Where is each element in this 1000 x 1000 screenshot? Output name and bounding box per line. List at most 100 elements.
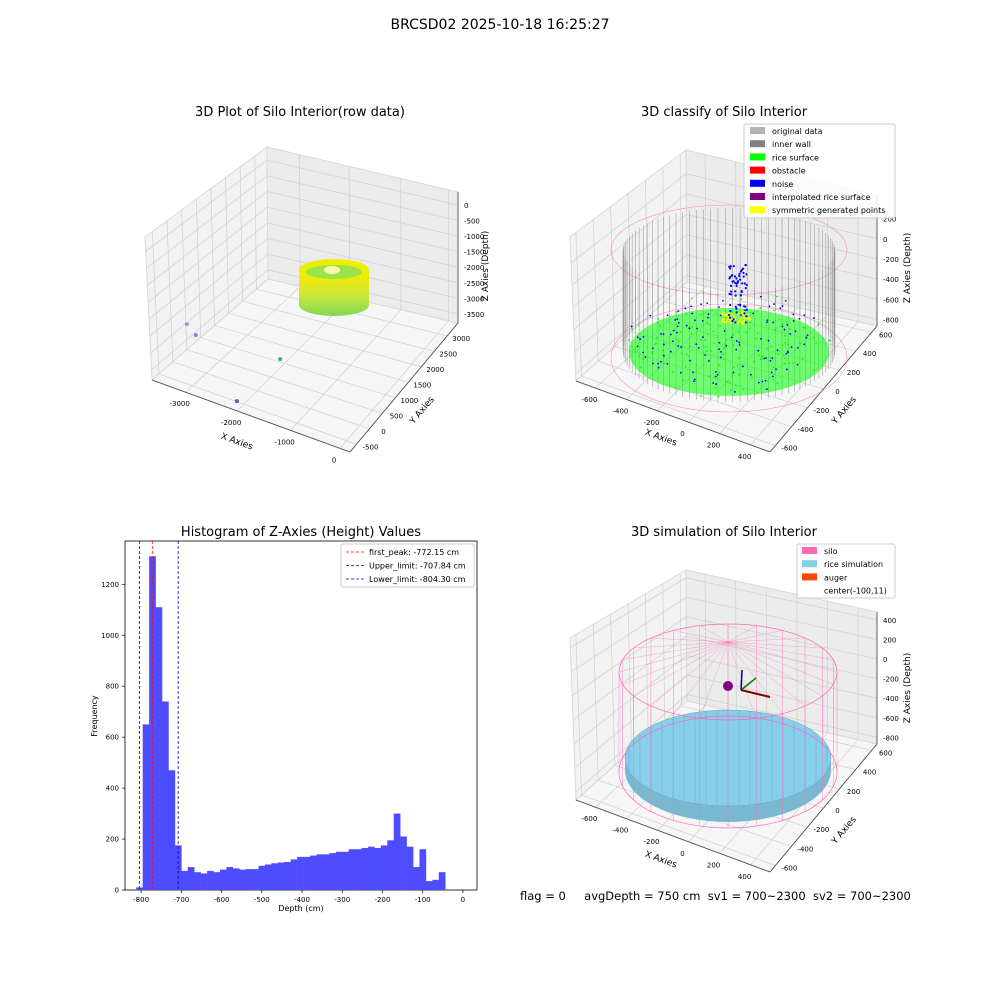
- scatter-point: [785, 368, 788, 371]
- grid-line: [704, 154, 707, 287]
- scatter-point: [788, 362, 791, 365]
- histogram-y-ticks: 0 200 400 600 800 1000 1200: [101, 581, 125, 895]
- scatter-point: [663, 355, 665, 357]
- noise-point: [729, 303, 732, 307]
- symmetric-point: [725, 321, 728, 324]
- z-tick-label: 400: [883, 617, 896, 625]
- grid-line: [592, 219, 599, 362]
- scatter-point: [760, 337, 763, 340]
- noise-point: [734, 321, 737, 324]
- raw-x-label: X Axies: [219, 432, 254, 453]
- histogram-bar: [284, 861, 292, 890]
- simulation-y-label: Y Axies: [830, 815, 859, 847]
- noise-point: [734, 294, 737, 297]
- scatter-point: [789, 332, 792, 335]
- scatter-point: [708, 375, 711, 378]
- histogram-bar: [162, 701, 169, 890]
- legend-label: symmetric generated points: [772, 206, 885, 215]
- noise-point: [743, 312, 746, 315]
- x-tick-label: -200: [644, 419, 660, 427]
- x-tick-label: -500: [254, 896, 270, 904]
- scatter-point: [782, 354, 785, 357]
- silo-roof-line: [650, 641, 729, 707]
- scatter-point: [657, 366, 660, 369]
- auger-z-arrow: [740, 669, 743, 691]
- symmetric-point: [721, 320, 724, 324]
- scatter-point: [649, 314, 652, 317]
- scatter-point: [796, 347, 799, 349]
- scatter-point: [750, 376, 753, 379]
- scatter-point: [731, 372, 734, 375]
- scatter-point: [651, 352, 653, 355]
- scatter-point: [766, 347, 769, 349]
- noise-point: [728, 277, 731, 280]
- y-tick-label: -400: [797, 426, 813, 434]
- scatter-point: [792, 313, 795, 316]
- scatter-point: [730, 336, 733, 339]
- silo-roof-line: [727, 641, 806, 707]
- scatter-point: [630, 325, 633, 328]
- scatter-point: [704, 354, 706, 356]
- classify-y-ticks: -600 -400 -200 0 200 400 600: [781, 331, 892, 452]
- grid-line: [267, 191, 459, 237]
- scatter-point: [812, 369, 815, 372]
- scatter-point: [720, 350, 722, 353]
- noise-point: [744, 286, 747, 290]
- status-flag: flag = 0: [520, 889, 566, 903]
- histogram-bar: [413, 867, 420, 890]
- histogram-bar: [335, 851, 343, 890]
- classify-x-axis-line: [575, 380, 771, 453]
- scatter-point: [677, 310, 680, 313]
- noise-point: [732, 318, 735, 321]
- legend-label: rice surface: [772, 153, 819, 162]
- grid-line: [200, 337, 396, 399]
- grid-line: [181, 209, 188, 350]
- scatter-point: [773, 303, 775, 305]
- silo-top-ring: [610, 204, 848, 296]
- grid-line: [267, 159, 459, 206]
- scatter-point: [688, 345, 691, 348]
- histogram-y-label: Frequency: [90, 695, 99, 737]
- noise-point: [745, 273, 748, 276]
- scatter-point: [644, 356, 647, 359]
- scatter-point: [636, 336, 639, 339]
- histogram-bar: [194, 872, 201, 890]
- legend-swatch: [750, 127, 765, 134]
- scatter-point: [796, 363, 799, 366]
- grid-line: [592, 624, 599, 781]
- legend-label: auger: [824, 573, 848, 582]
- legend-swatch: [750, 193, 765, 200]
- histogram-bar: [406, 846, 414, 890]
- scatter-point: [776, 349, 779, 352]
- histogram-bar: [419, 849, 427, 890]
- histogram-legend-box: [340, 543, 475, 588]
- grid-line: [610, 206, 616, 347]
- scatter-point: [744, 309, 746, 312]
- scatter-point: [715, 370, 717, 373]
- noise-point: [742, 305, 746, 308]
- grid-line: [627, 193, 632, 332]
- scatter-point: [817, 323, 819, 326]
- y-tick-label: 2000: [426, 366, 444, 374]
- scatter-point: [749, 321, 752, 324]
- classify-x-ticks: -600 -400 -200 0 200 400: [581, 396, 751, 461]
- grid-line: [225, 177, 229, 314]
- x-tick-label: -400: [612, 407, 628, 415]
- y-tick-label: 0: [835, 807, 839, 815]
- scatter-point: [718, 371, 721, 374]
- scatter-point: [724, 345, 726, 348]
- y-tick-label: 600: [106, 734, 119, 742]
- scatter-point: [784, 341, 787, 344]
- histogram-bar: [277, 862, 285, 890]
- scatter-point: [716, 373, 719, 376]
- grid-line: [575, 275, 688, 375]
- scatter-point: [630, 341, 633, 344]
- scatter-point: [783, 328, 786, 331]
- symmetric-point: [721, 313, 724, 316]
- scatter-point: [776, 382, 779, 385]
- x-tick-label: 400: [738, 453, 751, 461]
- grid-line: [290, 309, 402, 431]
- scatter-point: [660, 333, 662, 335]
- y-tick-label: 200: [847, 369, 860, 377]
- scatter-point: [802, 357, 804, 360]
